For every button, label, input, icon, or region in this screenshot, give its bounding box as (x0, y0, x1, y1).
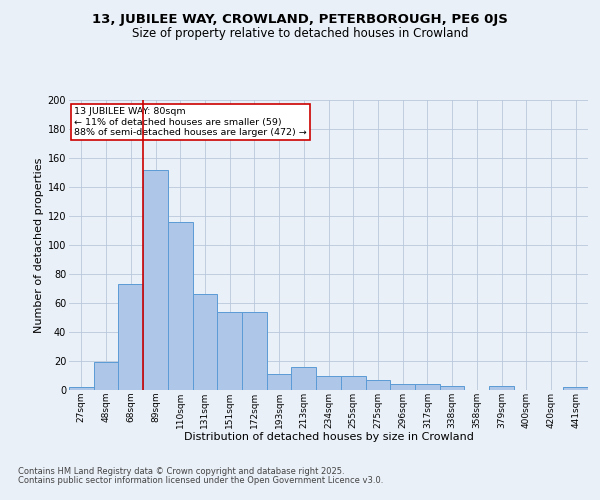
Bar (489, 386, 514, 390)
Text: Contains public sector information licensed under the Open Government Licence v3: Contains public sector information licen… (18, 476, 383, 485)
Bar (94, 362, 118, 390)
Bar (316, 376, 341, 390)
Text: 13, JUBILEE WAY, CROWLAND, PETERBOROUGH, PE6 0JS: 13, JUBILEE WAY, CROWLAND, PETERBOROUGH,… (92, 12, 508, 26)
Bar (365, 380, 390, 390)
Y-axis label: Number of detached properties: Number of detached properties (34, 158, 44, 332)
Bar (193, 294, 217, 390)
Text: Size of property relative to detached houses in Crowland: Size of property relative to detached ho… (132, 28, 468, 40)
Bar (292, 367, 316, 390)
Bar (267, 374, 292, 390)
Text: Distribution of detached houses by size in Crowland: Distribution of detached houses by size … (184, 432, 474, 442)
Bar (217, 312, 242, 390)
Bar (440, 386, 464, 390)
Bar (390, 384, 415, 390)
Bar (242, 312, 267, 390)
Bar (341, 376, 365, 390)
Text: 13 JUBILEE WAY: 80sqm
← 11% of detached houses are smaller (59)
88% of semi-deta: 13 JUBILEE WAY: 80sqm ← 11% of detached … (74, 108, 307, 137)
Bar (143, 170, 168, 390)
Text: Contains HM Land Registry data © Crown copyright and database right 2025.: Contains HM Land Registry data © Crown c… (18, 468, 344, 476)
Bar (69, 387, 94, 390)
Bar (168, 222, 193, 390)
Bar (415, 384, 440, 390)
Bar (563, 387, 588, 390)
Bar (118, 284, 143, 390)
